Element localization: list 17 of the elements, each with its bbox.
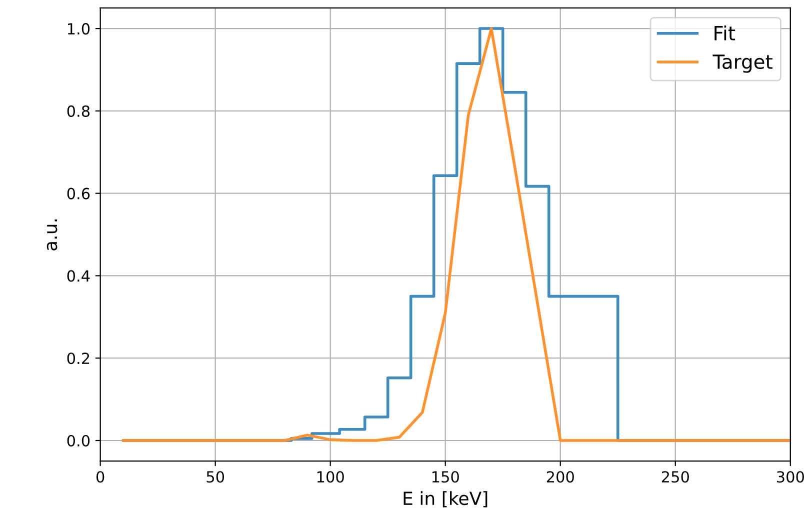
y-tick-label: 1.0 [68,23,90,35]
x-tick-label: 100 [317,471,344,483]
x-tick-label: 150 [432,471,459,483]
x-tick-label: 250 [662,471,689,483]
x-tick-label: 0 [96,471,104,483]
x-tick-label: 300 [776,471,804,483]
x-axis-title: E in [keV] [404,491,488,508]
y-tick-label: 0.0 [67,434,90,447]
y-tick-label: 0.4 [67,270,90,282]
legend-label: Target [712,54,772,73]
y-axis-title: a.u. [46,219,58,250]
legend-label: Fit [714,25,736,40]
x-tick-label: 50 [206,471,224,483]
y-tick-label: 0.6 [67,188,90,200]
y-tick-label: 0.2 [67,352,90,364]
x-tick-label: 200 [546,471,574,483]
y-tick-label: 0.8 [67,105,90,117]
